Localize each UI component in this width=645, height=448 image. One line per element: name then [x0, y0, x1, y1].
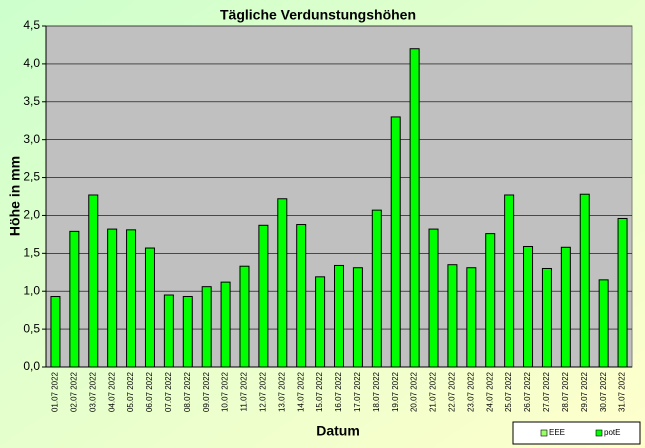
- x-tick-label: 06.07 2022: [145, 371, 154, 412]
- y-tick-label: 4,5: [23, 18, 40, 32]
- x-tick-label: 12.07 2022: [258, 371, 267, 412]
- x-tick-label: 01.07 2022: [51, 371, 60, 412]
- bar: [390, 116, 401, 368]
- x-tick-label: 22.07 2022: [448, 371, 457, 412]
- x-tick-label: 11.07 2022: [240, 371, 249, 411]
- x-tick-label: 07.07 2022: [164, 371, 173, 412]
- x-tick-label: 17.07 2022: [353, 371, 362, 412]
- legend-box: [512, 421, 641, 445]
- x-tick-label: 03.07 2022: [88, 371, 97, 412]
- x-tick-label: 05.07 2022: [126, 371, 135, 412]
- x-tick-label: 04.07 2022: [107, 371, 116, 412]
- x-tick-label: 18.07 2022: [372, 371, 381, 412]
- bar: [579, 193, 590, 368]
- bar: [466, 267, 477, 368]
- bar: [598, 279, 609, 368]
- y-tick-label: 1,0: [23, 283, 40, 297]
- x-tick-label: 30.07 2022: [599, 371, 608, 412]
- bar: [88, 194, 99, 368]
- x-axis-label: Datum: [316, 423, 360, 439]
- x-tick-label: 02.07 2022: [69, 371, 78, 412]
- legend-label: potE: [604, 428, 620, 437]
- x-tick-label: 14.07 2022: [296, 371, 305, 412]
- bar: [315, 276, 326, 368]
- x-tick-label: 08.07 2022: [183, 371, 192, 412]
- x-tick-label: 24.07 2022: [485, 371, 494, 412]
- bar: [220, 281, 231, 368]
- x-tick-label: 13.07 2022: [277, 371, 286, 412]
- y-tick-label: 2,5: [23, 170, 40, 184]
- bar: [201, 286, 212, 368]
- bar: [50, 296, 61, 368]
- bar: [239, 265, 250, 368]
- bar: [277, 198, 288, 368]
- bar: [144, 247, 155, 368]
- bar: [69, 230, 80, 368]
- chart-title: Tägliche Verdunstungshöhen: [220, 7, 416, 23]
- bar: [371, 209, 382, 368]
- bar: [409, 48, 420, 368]
- x-tick-label: 20.07 2022: [410, 371, 419, 412]
- y-tick-label: 1,5: [23, 246, 40, 260]
- bar: [523, 246, 534, 368]
- bar: [296, 224, 307, 368]
- bar: [541, 267, 552, 368]
- y-tick-label: 3,5: [23, 94, 40, 108]
- y-tick-label: 0,0: [23, 359, 40, 373]
- x-tick-label: 23.07 2022: [466, 371, 475, 412]
- x-tick-label: 25.07 2022: [504, 371, 513, 412]
- x-tick-label: 19.07 2022: [391, 371, 400, 412]
- bar: [617, 217, 628, 368]
- y-axis-label: Höhe in mm: [7, 156, 23, 236]
- bar: [107, 228, 118, 368]
- bar: [485, 233, 496, 368]
- x-tick-label: 31.07 2022: [618, 371, 627, 412]
- bar: [182, 296, 193, 368]
- y-tick-label: 4,0: [23, 56, 40, 70]
- x-tick-label: 26.07 2022: [523, 371, 532, 412]
- x-tick-label: 16.07 2022: [334, 371, 343, 412]
- legend-swatch: [540, 429, 548, 437]
- x-tick-label: 10.07 2022: [221, 371, 230, 412]
- y-tick-label: 0,5: [23, 321, 40, 335]
- bar: [504, 194, 515, 368]
- bar: [126, 229, 137, 368]
- y-tick-label: 3,0: [23, 132, 40, 146]
- bar: [334, 264, 344, 368]
- x-tick-label: 21.07 2022: [429, 371, 438, 412]
- bar: [428, 228, 439, 368]
- bar: [560, 246, 571, 368]
- bar: [352, 267, 363, 368]
- x-tick-label: 09.07 2022: [202, 371, 211, 412]
- x-tick-label: 15.07 2022: [315, 371, 324, 412]
- y-tick-label: 2,0: [23, 208, 40, 222]
- x-tick-label: 27.07 2022: [542, 371, 551, 412]
- legend-label: EEE: [549, 428, 565, 437]
- legend-swatch: [595, 429, 603, 437]
- bar: [163, 294, 174, 368]
- x-tick-label: 28.07 2022: [561, 371, 570, 412]
- x-tick-label: 29.07 2022: [580, 371, 589, 412]
- bar: [447, 264, 458, 368]
- bar: [258, 224, 269, 368]
